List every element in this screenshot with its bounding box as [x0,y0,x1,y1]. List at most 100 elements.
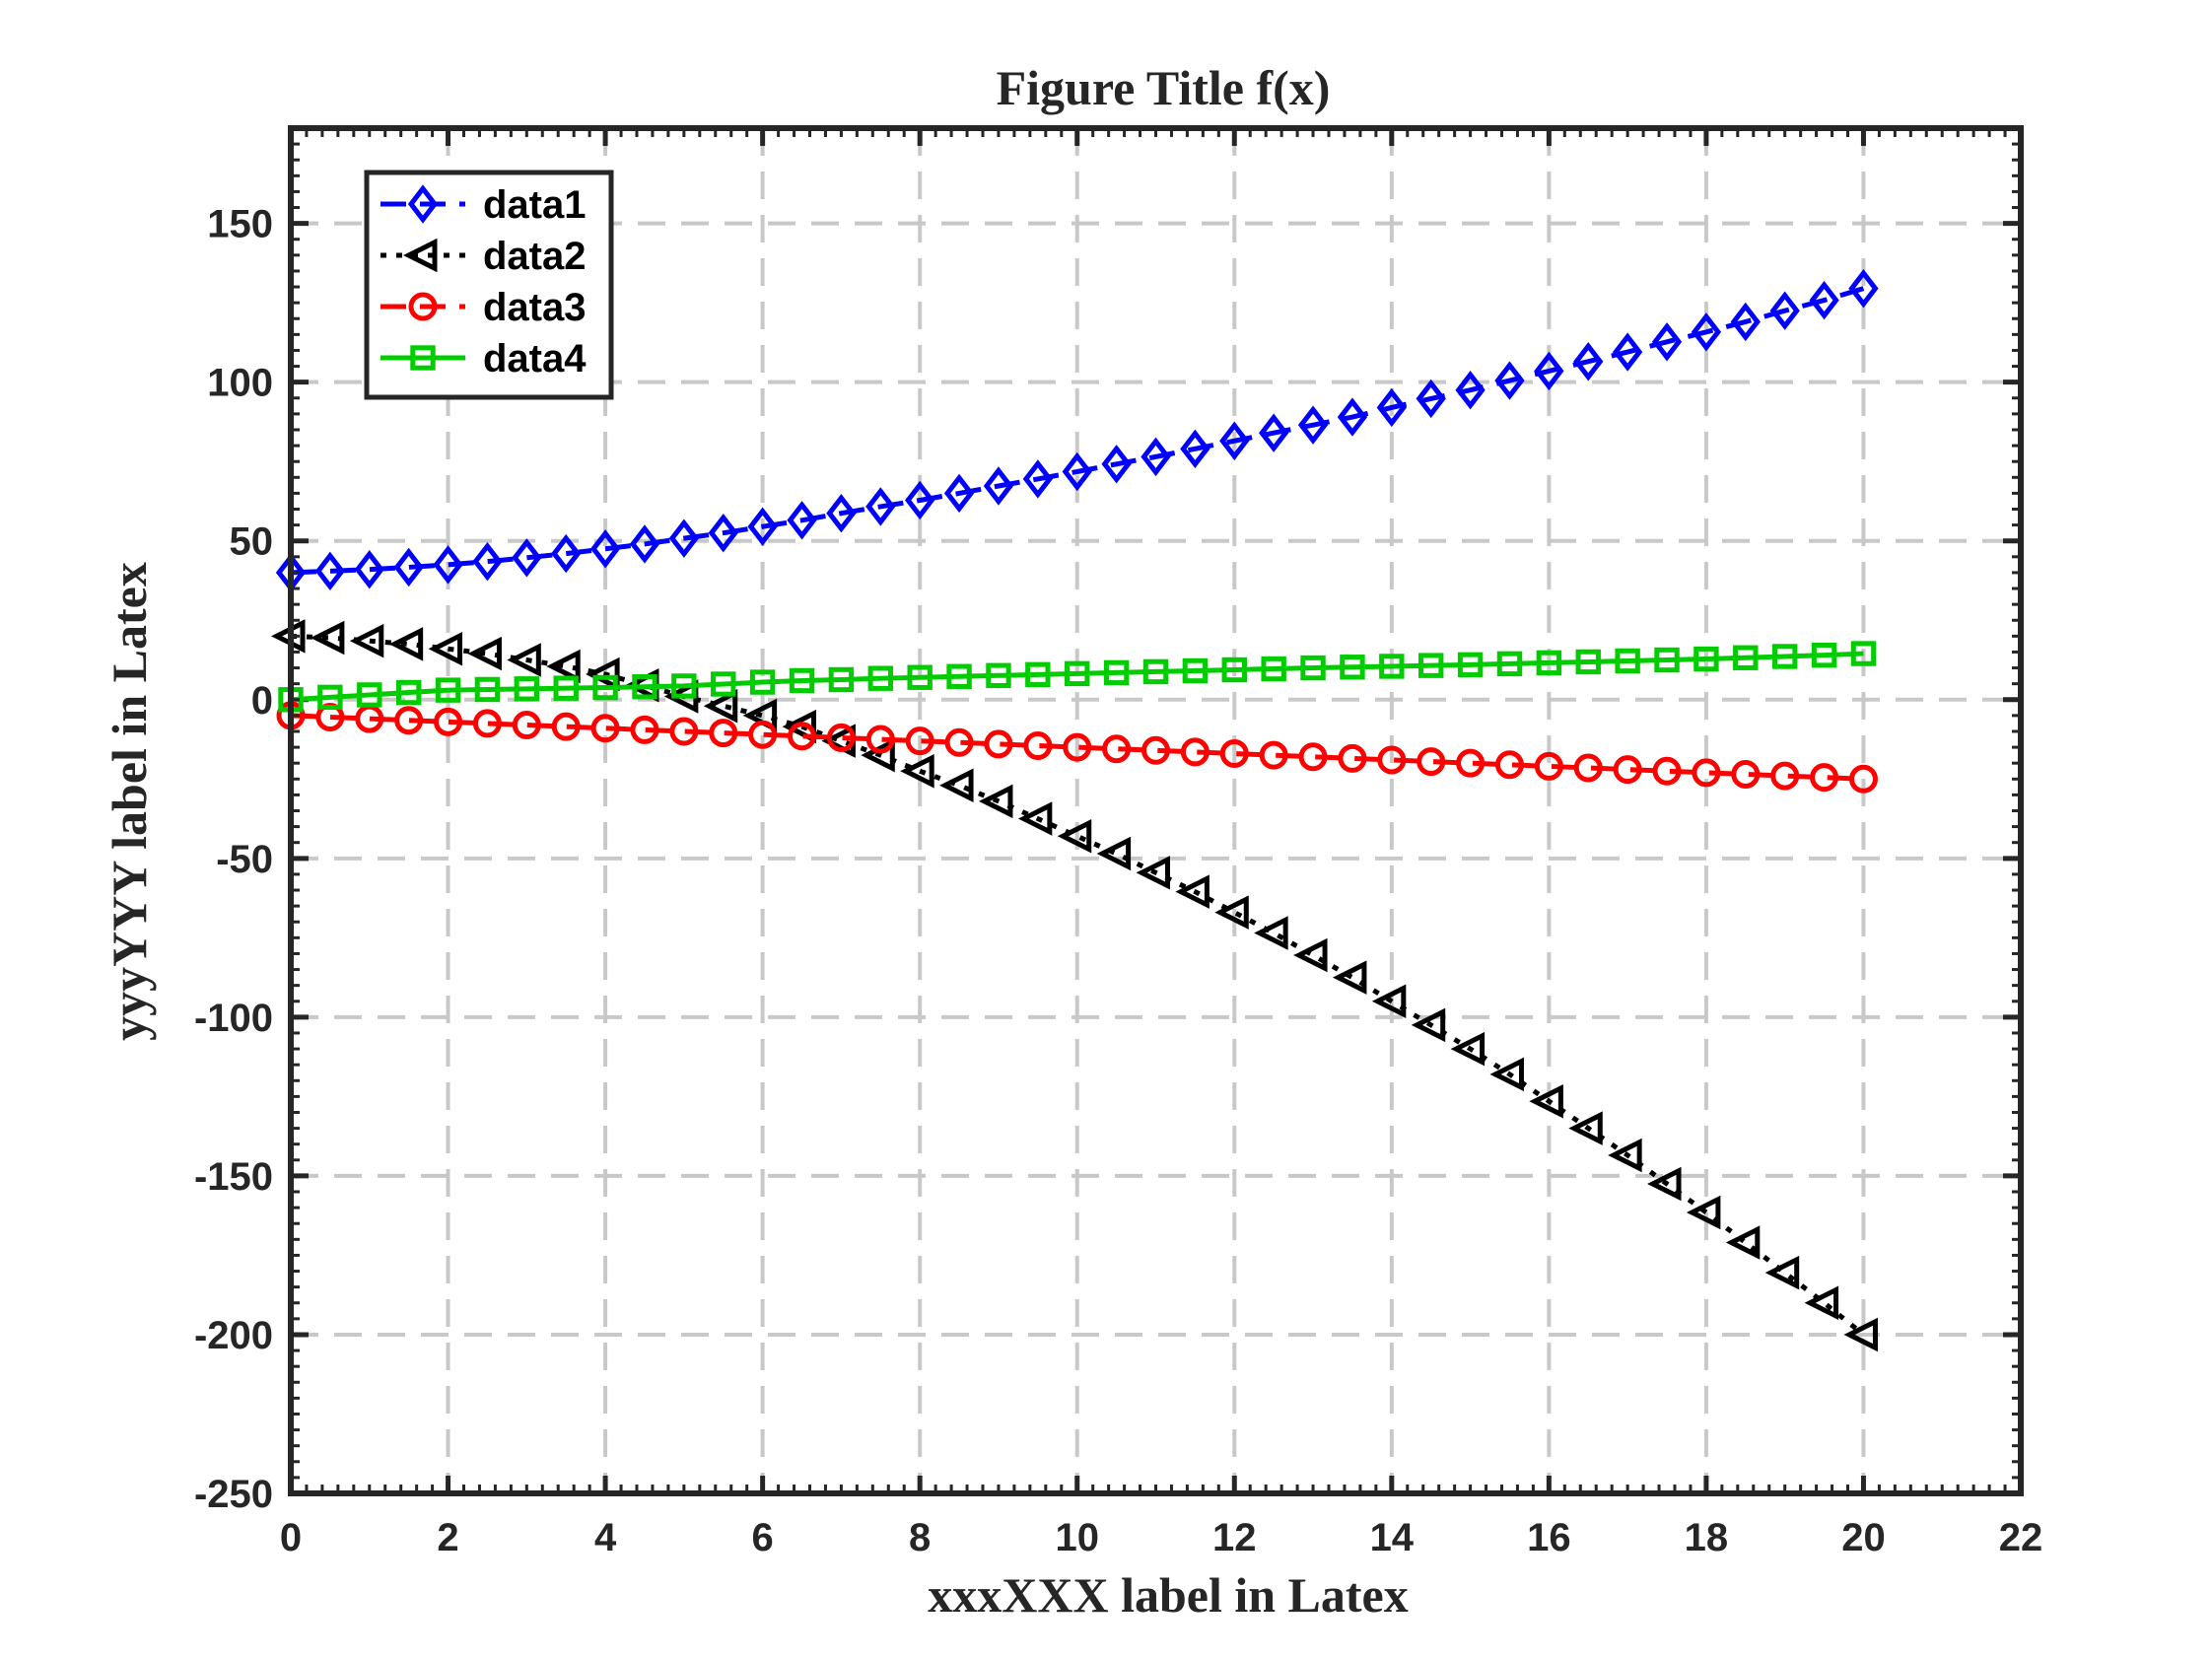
chart-title: Figure Title f(x) [997,60,1331,115]
data-point-data3 [1494,750,1524,780]
x-tick-label: 2 [437,1516,458,1559]
data-point-data2 [1214,895,1249,930]
data-point-data3 [590,714,620,743]
x-tick-label: 14 [1370,1516,1415,1559]
data-point-data4 [907,664,933,690]
data-point-data2 [1568,1111,1603,1145]
data-point-data3 [1102,734,1132,764]
data-point-data1 [1062,451,1092,492]
data-point-data3 [1298,742,1328,772]
data-point-data1 [708,513,738,553]
legend-marker-data2 [403,238,438,273]
data-point-data1 [1101,445,1132,484]
x-tick-label: 18 [1685,1516,1729,1559]
data-point-data1 [1809,280,1839,320]
data-point-data2 [1136,856,1170,890]
data-point-data3 [472,709,502,738]
x-tick-label: 4 [594,1516,617,1559]
data-point-data2 [586,657,620,692]
data-point-data4 [1733,645,1759,670]
data-point-data1 [905,480,935,520]
data-point-data4 [1103,659,1130,686]
data-point-data3 [1613,755,1642,785]
series-data3 [276,701,1878,794]
x-tick-label: 10 [1055,1516,1099,1559]
data-point-data1 [1848,268,1879,309]
data-point-data2 [546,649,581,684]
data-point-data4 [1340,655,1365,680]
data-point-data2 [428,631,463,666]
data-point-data3 [1770,761,1800,791]
y-tick-label: -200 [194,1314,273,1357]
data-point-data2 [349,623,384,658]
y-tick-label: -250 [194,1473,273,1516]
grid [291,128,2021,1493]
x-axis-title: xxxXXX label in Latex [928,1567,1409,1623]
data-point-data3 [865,725,895,754]
legend-marker-data4 [410,345,436,371]
x-tick-label: 12 [1212,1516,1257,1559]
data-point-data3 [1456,748,1486,778]
data-point-data3 [944,727,974,757]
data-point-data3 [630,715,659,744]
data-point-data4 [749,669,776,695]
data-point-data3 [1219,739,1249,769]
data-point-data2 [1608,1138,1642,1173]
data-point-data1 [1769,291,1800,330]
data-point-data3 [1417,747,1446,777]
data-point-data4 [1694,646,1719,672]
data-point-data4 [711,671,736,697]
legend-marker-data1 [407,184,439,224]
data-point-data1 [589,529,621,569]
data-point-data1 [1691,312,1722,352]
x-tick-label: 20 [1841,1516,1886,1559]
data-point-data1 [354,550,384,589]
series-line-data4 [290,651,1864,703]
data-point-data4 [986,662,1011,688]
data-point-data2 [1647,1166,1682,1202]
data-point-data1 [1297,405,1329,445]
data-point-data1 [314,551,346,591]
data-point-data2 [310,620,345,656]
y-axis-ticks: -250 -200 -150 -100 -50 0 50 100 150 [194,203,2021,1516]
data-point-data2 [1096,836,1132,871]
data-point-data2 [703,688,738,724]
data-point-data4 [435,677,461,703]
data-point-data3 [1848,764,1878,794]
legend-marker-data3 [408,292,438,321]
data-point-data4 [592,674,618,701]
data-point-data2 [507,643,541,677]
data-point-data4 [1536,650,1562,676]
data-point-data1 [983,466,1014,506]
legend-label-data2: data2 [483,235,587,278]
data-point-data4 [1142,658,1169,685]
data-point-data1 [393,547,424,588]
data-point-data4 [671,673,697,699]
data-point-data1 [472,541,503,582]
data-point-data2 [1450,1031,1486,1067]
data-point-data2 [939,768,974,802]
data-point-data2 [1371,984,1407,1019]
x-tick-label: 22 [1999,1516,2043,1559]
data-point-data1 [512,538,542,578]
data-point-data4 [1496,651,1523,677]
data-point-data1 [1416,379,1446,419]
data-point-data1 [1612,332,1643,372]
data-point-data1 [1534,351,1564,391]
data-point-data3 [394,706,424,735]
data-point-data4 [1457,652,1484,678]
data-point-data2 [1764,1255,1800,1290]
data-point-data1 [1455,371,1486,410]
data-point-data4 [1575,649,1601,675]
data-point-data3 [826,723,856,752]
y-tick-label: -150 [194,1155,273,1199]
data-point-data4 [395,679,422,706]
data-point-data4 [828,666,855,693]
data-point-data1 [1180,429,1210,469]
x-tick-label: 0 [280,1516,302,1559]
data-point-data1 [747,507,778,546]
data-point-data3 [1810,763,1839,793]
y-tick-label: 0 [251,679,273,723]
data-point-data3 [1338,743,1367,773]
